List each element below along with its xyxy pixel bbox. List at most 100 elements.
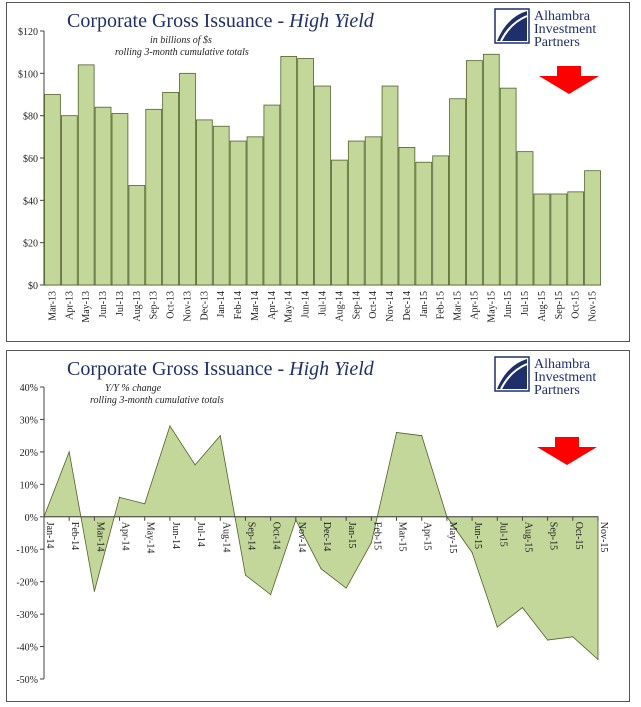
x-tick-label: Oct-14 [271, 522, 282, 550]
y-tick-label: 30% [20, 415, 38, 426]
x-tick-label: Aug-15 [537, 291, 548, 322]
x-tick-label: Aug-14 [334, 291, 345, 322]
x-tick-label: Jun-15 [472, 522, 483, 549]
x-tick-label: Sep-15 [554, 291, 565, 319]
bar [331, 159, 348, 286]
x-tick-label: Aug-14 [220, 522, 231, 553]
chart-title: Corporate Gross Issuance - High Yield [67, 10, 375, 32]
bar [212, 125, 230, 286]
chart-panel-yoy: Corporate Gross Issuance - High Yield Alh… [6, 350, 630, 702]
x-tick-label: Jan-15 [419, 291, 430, 318]
x-tick-label: Jul-15 [520, 291, 531, 316]
y-tick-label: -10% [16, 545, 38, 556]
x-tick-label: Apr-14 [120, 522, 131, 551]
x-tick-label: Nov-13 [182, 291, 193, 322]
data-point [572, 636, 574, 638]
y-tick-label: 20% [20, 448, 38, 459]
data-point [471, 551, 473, 553]
bar [111, 113, 129, 286]
x-tick-label: Jan-14 [44, 522, 55, 549]
x-tick-label: Aug-15 [522, 522, 533, 553]
logo-text: Investment [534, 22, 596, 37]
bar [432, 155, 449, 286]
bar [94, 106, 112, 286]
y-tick-label: -50% [16, 675, 38, 686]
data-point [421, 435, 423, 437]
x-tick-label: Oct-15 [573, 522, 584, 550]
x-tick-label: Jan-14 [216, 291, 227, 318]
chart-title-italic: High Yield [288, 10, 375, 32]
bar [280, 56, 298, 286]
x-tick-label: Apr-14 [267, 291, 278, 320]
y-tick-label: 10% [20, 480, 38, 491]
x-tick-label: Jun-14 [170, 522, 181, 549]
x-tick-label: May-14 [284, 291, 295, 323]
x-tick-label: Jun-15 [503, 291, 514, 318]
chart-subtitle-basis: rolling 3-month cumulative totals [90, 395, 224, 406]
x-tick-label: Mar-15 [397, 522, 408, 552]
bar [229, 140, 247, 286]
y-tick-label: -20% [16, 578, 38, 589]
y-tick-label: 40% [20, 383, 38, 394]
chart-title: Corporate Gross Issuance - High Yield [67, 358, 375, 380]
x-tick-label: Nov-15 [598, 522, 609, 553]
logo-stripe [500, 15, 528, 42]
y-tick-label: $20 [23, 239, 38, 250]
bar [128, 185, 146, 286]
bar [381, 85, 399, 286]
bar [398, 147, 416, 286]
x-tick-label: Feb-14 [69, 522, 80, 550]
x-tick-label: Jun-13 [98, 291, 109, 318]
data-point [169, 425, 171, 427]
x-tick-label: Jul-14 [195, 522, 206, 547]
bar [466, 60, 483, 286]
y-tick-label: $80 [23, 112, 38, 123]
chart-panel-issuance: Corporate Gross Issuance - High Yield Alh… [6, 2, 630, 342]
bar [145, 108, 163, 286]
x-tick-label: Feb-15 [436, 291, 447, 319]
chart-title-main: Corporate Gross Issuance - [67, 10, 289, 32]
data-point [270, 594, 272, 596]
bar [196, 119, 213, 286]
bar [246, 136, 264, 286]
x-tick-label: Dec-14 [321, 522, 332, 551]
x-tick-label: Oct-13 [166, 291, 177, 319]
data-point [547, 639, 549, 641]
bar [60, 115, 78, 286]
yoy-area-chart: Corporate Gross Issuance - High Yield Alh… [16, 356, 609, 686]
y-tick-label: $100 [18, 69, 38, 80]
logo-stripe [500, 363, 528, 390]
data-point [244, 574, 246, 576]
data-point [320, 568, 322, 570]
x-tick-label: Feb-15 [371, 522, 382, 550]
x-tick-label: Jun-14 [301, 291, 312, 318]
bar [482, 53, 500, 286]
red-arrow-shape [539, 66, 599, 94]
x-tick-label: Dec-14 [402, 291, 413, 320]
logo-text: Partners [534, 383, 580, 398]
y-tick-label: $120 [18, 27, 38, 38]
chart-title-italic: High Yield [288, 358, 375, 380]
logo-text: Investment [534, 370, 596, 385]
data-point [93, 590, 95, 592]
x-tick-label: Aug-13 [132, 291, 143, 322]
data-point [119, 496, 121, 498]
data-point [496, 626, 498, 628]
chart-subtitle-units: Y/Y % change [105, 383, 162, 394]
data-point [396, 431, 398, 433]
x-tick-label: Apr-13 [64, 291, 75, 320]
chart-subtitle-basis: rolling 3-month cumulative totals [115, 47, 249, 58]
bar [415, 161, 433, 286]
bar [449, 98, 466, 286]
x-tick-label: Mar-14 [250, 291, 261, 321]
bar [314, 85, 331, 286]
logo-text: Alhambra [534, 9, 591, 24]
y-tick-label: $60 [23, 154, 38, 165]
x-tick-label: May-15 [486, 291, 497, 323]
x-tick-label: Apr-15 [422, 522, 433, 551]
data-point [68, 451, 70, 453]
x-tick-label: Mar-13 [47, 291, 58, 321]
bar [516, 151, 534, 286]
x-tick-label: Sep-14 [245, 522, 256, 550]
